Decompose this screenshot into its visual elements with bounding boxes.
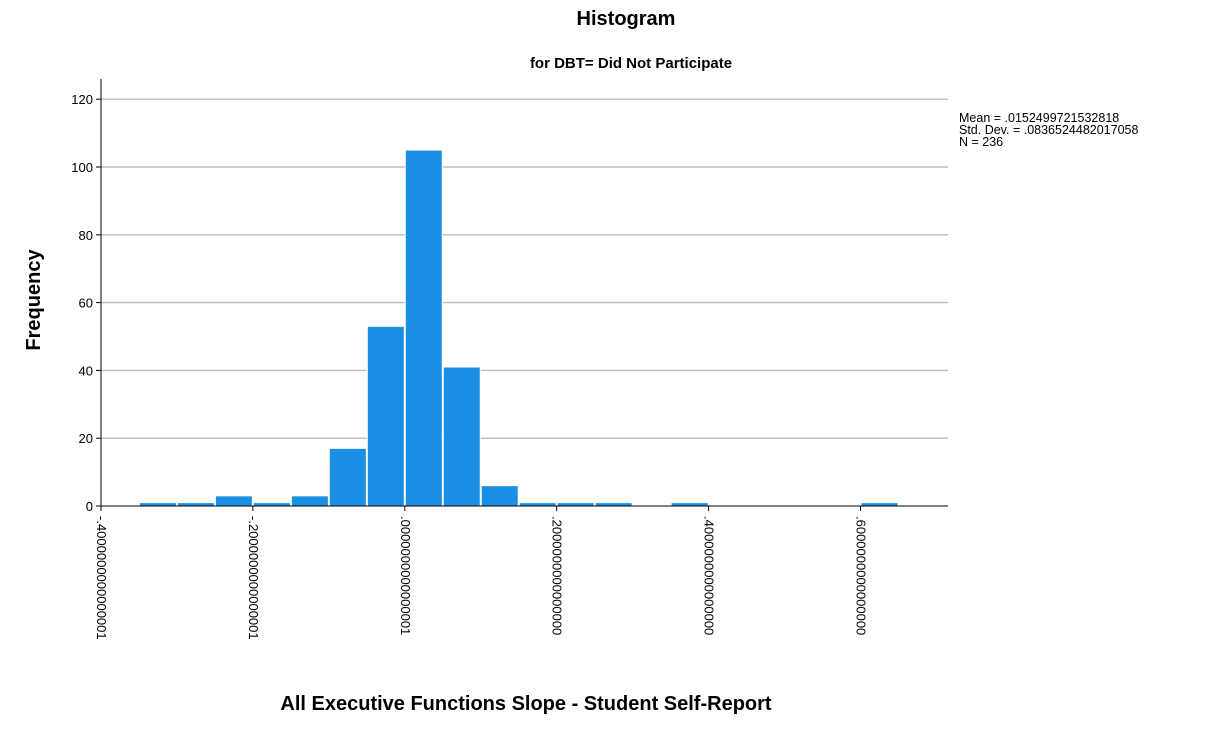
histogram-bar-7 <box>404 149 443 507</box>
x-tick-label-2: .0000000000000001 <box>398 516 413 635</box>
y-tick-label-40: 40 <box>79 363 93 378</box>
x-tick-label-1: -.2000000000000001 <box>246 516 261 640</box>
axes <box>100 79 948 507</box>
chart-subtitle: for DBT= Did Not Participate <box>530 55 732 72</box>
histogram-bar-3 <box>252 502 291 507</box>
y-tick-label-0: 0 <box>86 499 93 514</box>
histogram-bar-0 <box>138 502 177 507</box>
y-tick-label-80: 80 <box>79 228 93 243</box>
y-tick-label-20: 20 <box>79 431 93 446</box>
histogram-bar-4 <box>290 495 329 507</box>
y-tick-label-100: 100 <box>71 160 93 175</box>
x-tick-label-5: .6000000000000000 <box>854 516 869 635</box>
histogram-bar-9 <box>480 485 519 507</box>
chart-title: Histogram <box>577 8 676 30</box>
x-axis-ticks: -.4000000000000001 -.2000000000000001 .000… <box>94 506 869 640</box>
histogram-bar-12 <box>594 502 633 507</box>
histogram-bar-11 <box>556 502 595 507</box>
stats-n: N = 236 <box>959 135 1003 149</box>
x-tick-label-4: .4000000000000000 <box>702 516 717 635</box>
histogram-bar-1 <box>176 502 215 507</box>
histogram-bar-2 <box>214 495 253 507</box>
histogram-bar-14 <box>670 502 709 507</box>
histogram-bar-5 <box>328 447 367 507</box>
gridlines <box>101 98 948 439</box>
histogram-bars <box>138 149 899 507</box>
y-tick-label-60: 60 <box>79 296 93 311</box>
histogram-bar-19 <box>860 502 899 507</box>
x-tick-label-0: -.4000000000000001 <box>94 516 109 640</box>
stats-std-dev: Std. Dev. = .0836524482017058 <box>959 123 1138 137</box>
histogram-bar-8 <box>442 366 481 507</box>
y-tick-label-120: 120 <box>71 92 93 107</box>
x-tick-label-3: .2000000000000000 <box>550 516 565 635</box>
y-axis-ticks: 0 20 40 60 80 100 120 <box>71 92 101 514</box>
stats-mean: Mean = .0152499721532818 <box>959 111 1119 125</box>
histogram-bar-10 <box>518 502 557 507</box>
statistics-box: Mean = .0152499721532818 Std. Dev. = .08… <box>959 111 1138 149</box>
y-axis-label: Frequency <box>23 249 45 351</box>
histogram-bar-6 <box>366 325 405 507</box>
x-axis-label: All Executive Functions Slope - Student … <box>280 693 772 715</box>
